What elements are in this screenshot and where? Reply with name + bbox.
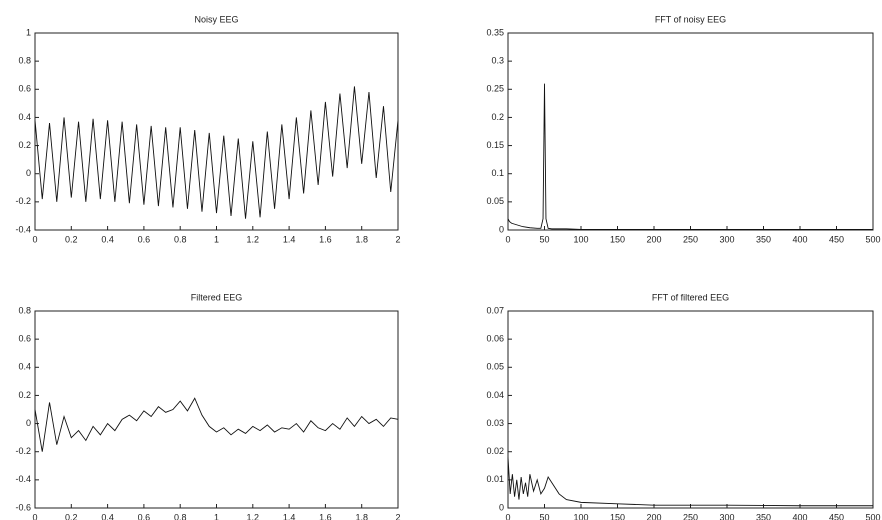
x-tick-label: 450 xyxy=(829,234,844,244)
x-tick-label: 0.6 xyxy=(138,512,151,520)
x-tick-label: 250 xyxy=(683,234,698,244)
y-tick-label: 0.06 xyxy=(486,334,504,344)
y-tick-label: 0.4 xyxy=(18,112,31,122)
x-tick-label: 50 xyxy=(539,512,549,520)
y-tick-label: 0 xyxy=(26,418,31,428)
y-tick-label: 0 xyxy=(26,168,31,178)
chart-title: Noisy EEG xyxy=(194,14,238,24)
x-tick-label: 100 xyxy=(573,512,588,520)
x-tick-label: 0.6 xyxy=(138,234,151,244)
x-tick-label: 100 xyxy=(573,234,588,244)
chart-title: FFT of noisy EEG xyxy=(655,14,726,24)
x-tick-label: 1.8 xyxy=(355,234,368,244)
y-tick-label: 0.25 xyxy=(486,84,504,94)
x-tick-label: 250 xyxy=(683,512,698,520)
plot-frame xyxy=(35,311,398,508)
y-tick-label: 0.35 xyxy=(486,27,504,37)
y-tick-label: 0.05 xyxy=(486,362,504,372)
x-tick-label: 0.8 xyxy=(174,234,187,244)
x-tick-label: 50 xyxy=(539,234,549,244)
y-tick-label: 0.8 xyxy=(18,305,31,315)
y-tick-label: -0.6 xyxy=(15,502,31,512)
x-tick-label: 1.6 xyxy=(319,512,332,520)
y-tick-label: 0.02 xyxy=(486,446,504,456)
x-tick-label: 200 xyxy=(646,512,661,520)
chart-title: Filtered EEG xyxy=(191,292,243,302)
y-tick-label: 0.2 xyxy=(491,112,504,122)
y-tick-label: -0.4 xyxy=(15,224,31,234)
x-tick-label: 150 xyxy=(610,512,625,520)
x-tick-label: 300 xyxy=(719,234,734,244)
x-tick-label: 1.6 xyxy=(319,234,332,244)
x-tick-label: 500 xyxy=(865,512,880,520)
x-tick-label: 2 xyxy=(395,234,400,244)
y-tick-label: 0.07 xyxy=(486,305,504,315)
y-tick-label: 0.3 xyxy=(491,56,504,66)
plot-frame xyxy=(508,311,873,508)
x-tick-label: 2 xyxy=(395,512,400,520)
x-tick-label: 0 xyxy=(505,234,510,244)
x-tick-label: 400 xyxy=(792,512,807,520)
x-tick-label: 300 xyxy=(719,512,734,520)
plot-frame xyxy=(508,33,873,230)
y-tick-label: 0.03 xyxy=(486,418,504,428)
figure: Noisy EEG 0 0.2 0.4 0.6 0.8 1 1.2 1.4 1.6 1.8 2 -0.4… xyxy=(0,0,882,520)
y-tick-label: 1 xyxy=(26,27,31,37)
x-tick-label: 0.4 xyxy=(101,234,114,244)
y-tick-label: 0.1 xyxy=(491,168,504,178)
y-tick-label: -0.2 xyxy=(15,446,31,456)
x-tick-label: 150 xyxy=(610,234,625,244)
x-tick-label: 0.2 xyxy=(65,512,78,520)
x-tick-label: 1.4 xyxy=(283,512,296,520)
x-tick-label: 1.8 xyxy=(355,512,368,520)
y-tick-label: 0.6 xyxy=(18,84,31,94)
x-tick-label: 0.8 xyxy=(174,512,187,520)
x-tick-label: 350 xyxy=(756,512,771,520)
y-tick-label: 0.01 xyxy=(486,474,504,484)
y-tick-label: 0.4 xyxy=(18,362,31,372)
x-tick-label: 450 xyxy=(829,512,844,520)
x-tick-label: 1.4 xyxy=(283,234,296,244)
x-tick-label: 0 xyxy=(505,512,510,520)
x-tick-label: 0.2 xyxy=(65,234,78,244)
y-tick-label: 0 xyxy=(499,502,504,512)
y-tick-label: -0.2 xyxy=(15,196,31,206)
y-tick-label: 0.15 xyxy=(486,140,504,150)
y-tick-label: 0.8 xyxy=(18,56,31,66)
x-tick-label: 0 xyxy=(32,512,37,520)
y-tick-label: 0.04 xyxy=(486,390,504,400)
x-tick-label: 500 xyxy=(865,234,880,244)
y-tick-label: -0.4 xyxy=(15,474,31,484)
x-tick-label: 1.2 xyxy=(247,234,260,244)
y-tick-label: 0.2 xyxy=(18,390,31,400)
y-tick-label: 0.05 xyxy=(486,196,504,206)
x-tick-label: 1.2 xyxy=(247,512,260,520)
y-tick-label: 0.2 xyxy=(18,140,31,150)
x-tick-label: 200 xyxy=(646,234,661,244)
x-tick-label: 0.4 xyxy=(101,512,114,520)
x-tick-label: 0 xyxy=(32,234,37,244)
y-tick-label: 0.6 xyxy=(18,334,31,344)
x-tick-label: 350 xyxy=(756,234,771,244)
y-tick-label: 0 xyxy=(499,224,504,234)
chart-title: FFT of filtered EEG xyxy=(652,292,729,302)
x-tick-label: 1 xyxy=(214,234,219,244)
x-tick-label: 1 xyxy=(214,512,219,520)
x-tick-label: 400 xyxy=(792,234,807,244)
